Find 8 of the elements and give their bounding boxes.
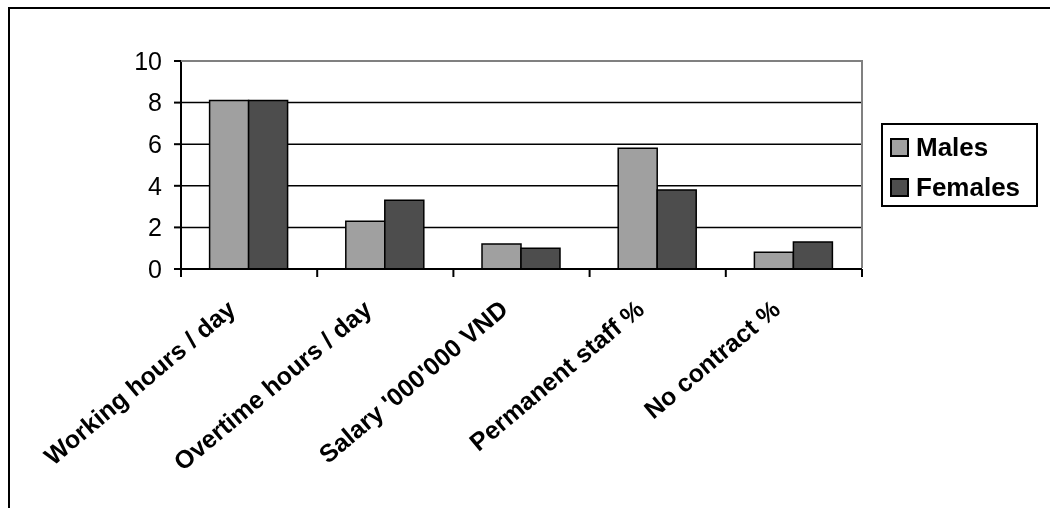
y-tick-label: 4 — [148, 171, 163, 200]
legend-label: Males — [916, 132, 989, 162]
y-tick-label: 2 — [148, 213, 162, 242]
y-tick-label: 10 — [134, 46, 162, 75]
legend-label: Females — [916, 172, 1021, 202]
y-tick-label: 6 — [148, 130, 162, 159]
y-tick-label: 0 — [148, 254, 162, 283]
y-tick-label: 8 — [148, 88, 162, 117]
